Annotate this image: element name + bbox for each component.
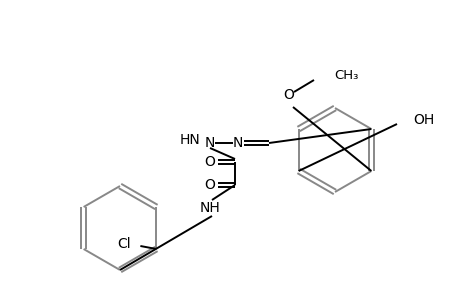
Text: OH: OH — [412, 113, 433, 127]
Text: Cl: Cl — [118, 237, 131, 251]
Text: N: N — [232, 136, 243, 150]
Text: HN: HN — [179, 133, 200, 147]
Text: N: N — [204, 136, 215, 150]
Text: NH: NH — [199, 201, 220, 215]
Text: CH₃: CH₃ — [333, 68, 358, 82]
Text: O: O — [204, 178, 215, 192]
Text: O: O — [204, 155, 215, 169]
Text: O: O — [283, 88, 294, 102]
